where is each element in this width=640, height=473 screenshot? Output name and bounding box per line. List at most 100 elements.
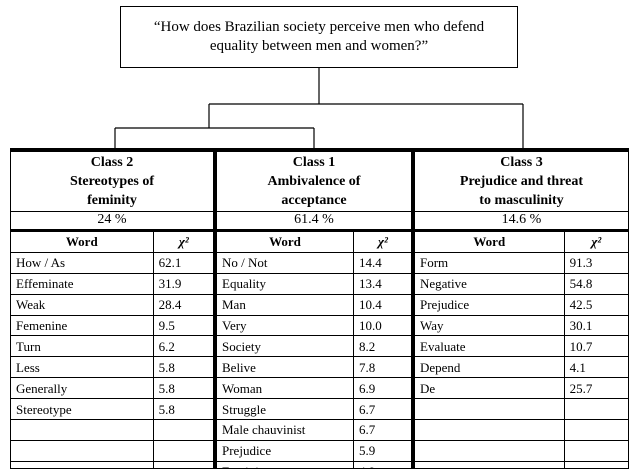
chi-square-cell: 5.8 <box>152 398 213 421</box>
word-cell: Form <box>415 251 565 274</box>
table-row <box>415 439 628 462</box>
table-row <box>11 439 213 462</box>
column-header-chi-square: χ² <box>353 231 411 253</box>
chi-square-cell: 10.7 <box>563 335 628 358</box>
chi-square-cell: 9.5 <box>152 314 213 337</box>
class-subtitle-line2: feminity <box>87 193 137 208</box>
chi-square-cell: 13.4 <box>353 272 411 295</box>
table-row: Way 30.1 <box>415 314 628 337</box>
chi-square-cell: 54.8 <box>563 272 628 295</box>
word-cell: Negative <box>415 272 565 295</box>
column-header-word: Word <box>415 231 565 253</box>
word-cell: Way <box>415 314 565 337</box>
chi-square-cell <box>152 439 213 462</box>
word-cell: Evaluate <box>415 335 565 358</box>
chi-square-cell <box>563 439 628 462</box>
class-subtitle-line2: to masculinity <box>479 193 564 208</box>
word-cell: Struggle <box>217 398 354 421</box>
chi-square-cell <box>152 419 213 441</box>
table-row: Evaluate 10.7 <box>415 335 628 358</box>
table-row <box>415 419 628 441</box>
chi-square-cell: 31.9 <box>152 272 213 295</box>
column-header-chi-square: χ² <box>563 231 628 253</box>
class-subtitle-line1: Stereotypes of <box>69 174 155 189</box>
word-cell: Society <box>217 335 354 358</box>
table-row: Man 10.4 <box>217 293 411 316</box>
table-row: Equality 13.4 <box>217 272 411 295</box>
class-header: Class 1 Ambivalence of acceptance <box>217 152 411 212</box>
word-cell <box>415 398 565 421</box>
class-2-panel: Class 2 Stereotypes of feminity 24 % Word χ² H… <box>10 148 216 469</box>
word-cell: Prejudice <box>217 439 354 462</box>
table-row: Weak 28.4 <box>11 293 213 316</box>
word-cell <box>415 439 565 462</box>
table-row: Woman 6.9 <box>217 377 411 400</box>
table-header-row: Word χ² <box>415 231 628 253</box>
word-cell: Depend <box>415 356 565 379</box>
class-name: Class 1 <box>292 155 336 170</box>
column-header-word: Word <box>217 231 354 253</box>
table-row: Form 91.3 <box>415 251 628 274</box>
word-cell <box>415 419 565 441</box>
chi-square-cell: 10.0 <box>353 314 411 337</box>
word-cell <box>11 419 154 441</box>
chi-square-cell <box>563 419 628 441</box>
word-cell: Man <box>217 293 354 316</box>
table-row: Prejudice 5.9 <box>217 439 411 462</box>
table-header-row: Word χ² <box>217 231 411 253</box>
word-cell: Belive <box>217 356 354 379</box>
word-cell: Effeminate <box>11 272 154 295</box>
word-cell: No / Not <box>217 251 354 274</box>
table-row: Negative 54.8 <box>415 272 628 295</box>
chi-square-cell: 42.5 <box>563 293 628 316</box>
chi-square-cell: 25.7 <box>563 377 628 400</box>
question-text: “How does Brazilian society perceive men… <box>153 19 485 54</box>
class-1-panel: Class 1 Ambivalence of acceptance 61.4 % Wor… <box>216 148 414 469</box>
table-row: Feminist4.9 <box>217 460 411 468</box>
table-row <box>11 460 213 468</box>
word-cell: Femenine <box>11 314 154 337</box>
table-row: Turn 6.2 <box>11 335 213 358</box>
word-cell: Prejudice <box>415 293 565 316</box>
class-subtitle-line1: Prejudice and threat <box>459 174 584 189</box>
class-percent: 14.6 % <box>415 211 628 231</box>
table-header-row: Word χ² <box>11 231 213 253</box>
chi-square-cell: 5.9 <box>353 439 411 462</box>
class-subtitle-line2: acceptance <box>281 193 347 208</box>
class-name: Class 3 <box>500 155 543 170</box>
table-row: De 25.7 <box>415 377 628 400</box>
chi-square-cell: 7.8 <box>353 356 411 379</box>
chi-square-cell: 4.9 <box>353 460 411 468</box>
table-row: Very 10.0 <box>217 314 411 337</box>
chi-square-cell: 6.9 <box>353 377 411 400</box>
word-table: Word χ² Form 91.3 Negative 54.8 Prejudice 42.5 W… <box>415 231 628 468</box>
table-row: Society 8.2 <box>217 335 411 358</box>
class-percent: 61.4 % <box>217 211 411 231</box>
word-cell: Weak <box>11 293 154 316</box>
table-row <box>11 419 213 441</box>
word-cell: Feminist <box>217 460 354 468</box>
table-row: Stereotype 5.8 <box>11 398 213 421</box>
chi-square-cell <box>563 460 628 468</box>
word-cell: Equality <box>217 272 354 295</box>
question-box: “How does Brazilian society perceive men… <box>120 6 518 68</box>
word-table: Word χ² How / As 62.1 Effeminate 31.9 Weak 28.4… <box>11 231 213 468</box>
chi-square-cell: 4.1 <box>563 356 628 379</box>
table-row <box>415 460 628 468</box>
table-row: No / Not 14.4 <box>217 251 411 274</box>
word-cell <box>11 439 154 462</box>
class-percent: 24 % <box>11 211 213 231</box>
chi-square-cell: 5.8 <box>152 377 213 400</box>
word-cell <box>415 460 565 468</box>
word-cell: Very <box>217 314 354 337</box>
chi-square-cell: 91.3 <box>563 251 628 274</box>
chi-square-cell: 8.2 <box>353 335 411 358</box>
class-subtitle-line1: Ambivalence of <box>267 174 361 189</box>
column-header-word: Word <box>11 231 154 253</box>
chi-square-cell <box>152 460 213 468</box>
word-table: Word χ² No / Not 14.4 Equality 13.4 Man 10.4 Ver… <box>217 231 411 468</box>
table-row: How / As 62.1 <box>11 251 213 274</box>
table-row: Depend 4.1 <box>415 356 628 379</box>
table-row: Struggle 6.7 <box>217 398 411 421</box>
